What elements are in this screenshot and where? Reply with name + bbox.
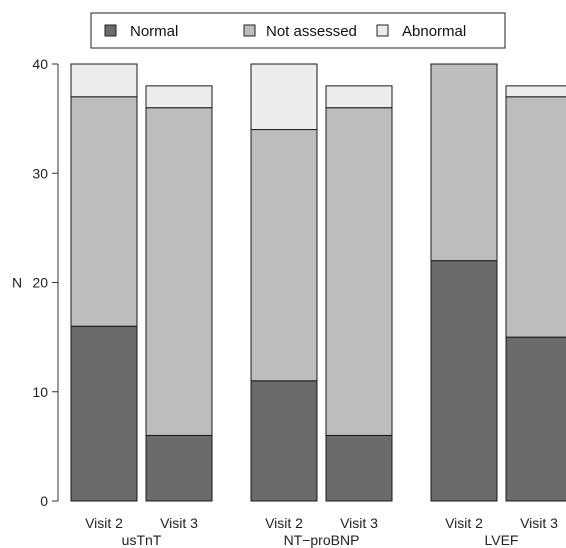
x-tick-label: Visit 3 (160, 515, 198, 531)
bar-segment-not-assessed (325, 107, 393, 436)
legend-swatch-normal (104, 24, 117, 37)
bar-segment-not-assessed (430, 63, 498, 262)
legend-swatch-not-assessed (243, 24, 256, 37)
bar-segment-abnormal (145, 85, 213, 109)
x-tick-label: Visit 2 (265, 515, 303, 531)
x-tick-label: Visit 3 (340, 515, 378, 531)
bar-segment-abnormal (250, 63, 318, 131)
legend: Normal Not assessed Abnormal (90, 12, 506, 49)
group-label: NT−proBNP (284, 532, 360, 548)
bar-segment-normal (250, 380, 318, 502)
legend-label: Not assessed (266, 23, 357, 40)
y-axis-label: N (12, 275, 22, 291)
y-tick-label: 30 (32, 165, 48, 181)
group-label: LVEF (485, 532, 519, 548)
x-tick-label: Visit 3 (520, 515, 558, 531)
bars (70, 63, 566, 502)
bar-segment-abnormal (505, 85, 566, 98)
bar-segment-normal (145, 434, 213, 502)
y-axis: 0 10 20 30 40 N (12, 56, 59, 509)
bar-segment-not-assessed (505, 96, 566, 338)
x-tick-label: Visit 2 (445, 515, 483, 531)
legend-swatch-abnormal (376, 24, 389, 37)
y-tick-label: 20 (32, 275, 48, 291)
bar-segment-not-assessed (145, 107, 213, 436)
legend-label: Abnormal (402, 23, 466, 40)
y-tick-label: 0 (40, 493, 48, 509)
bar-segment-not-assessed (250, 129, 318, 382)
bar-segment-normal (70, 325, 138, 502)
group-label: usTnT (122, 532, 162, 548)
bar-segment-abnormal (325, 85, 393, 109)
bar-segment-normal (430, 260, 498, 502)
bar-segment-normal (505, 336, 566, 502)
bar-segment-abnormal (70, 63, 138, 98)
legend-box (90, 12, 506, 49)
y-tick-label: 40 (32, 56, 48, 72)
x-tick-label: Visit 2 (85, 515, 123, 531)
bar-segment-normal (325, 434, 393, 502)
legend-label: Normal (130, 23, 178, 40)
bar-segment-not-assessed (70, 96, 138, 327)
y-tick-label: 10 (32, 384, 48, 400)
